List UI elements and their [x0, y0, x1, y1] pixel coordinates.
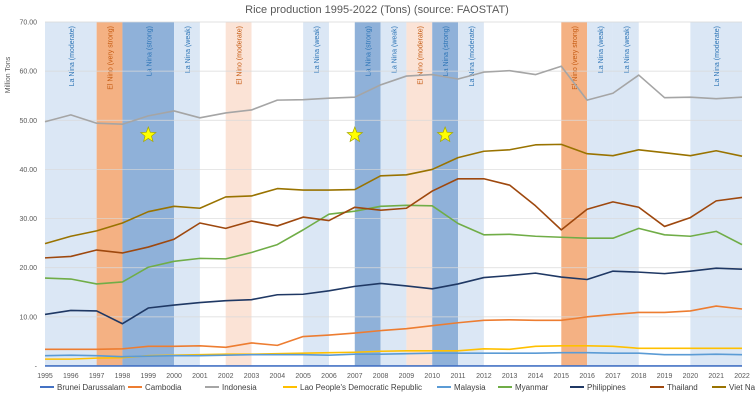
legend-entry: Lao People's Democratic Republic — [300, 383, 422, 392]
x-tick-label: 2001 — [192, 373, 208, 380]
x-tick-label: 2002 — [218, 373, 234, 380]
climate-band-label: La Nina (strong) — [366, 26, 373, 76]
series-line-1 — [45, 305, 743, 351]
x-tick-label: 2006 — [321, 373, 337, 380]
legend-entry: Philippines — [587, 383, 626, 392]
climate-band-label: La Nina (weak) — [598, 26, 605, 73]
x-tick-label: 2017 — [605, 373, 621, 380]
climate-band-13 — [612, 22, 639, 366]
series-line-2 — [44, 65, 743, 126]
y-axis-label: Million Tons — [5, 56, 12, 93]
climate-band-label: El Nino (moderate) — [237, 26, 244, 85]
legend-entry: Indonesia — [222, 383, 257, 392]
x-tick-label: 2010 — [424, 373, 440, 380]
x-tick-label: 2013 — [502, 373, 518, 380]
x-tick-label: 2011 — [451, 373, 466, 380]
climate-band-0 — [45, 22, 97, 366]
x-tick-label: 1995 — [37, 373, 53, 380]
climate-band-4 — [225, 22, 252, 366]
y-tick-label: 40.00 — [19, 167, 37, 174]
y-tick-label: 70.00 — [19, 20, 37, 27]
climate-band-3 — [174, 22, 200, 366]
legend-entry: Thailand — [667, 383, 698, 392]
climate-band-10 — [458, 22, 484, 366]
climate-band-label: La Nina (weak) — [392, 26, 399, 73]
legend-entry: Malaysia — [454, 383, 486, 392]
climate-band-label: La Nina (weak) — [624, 26, 631, 73]
climate-band-label: La Nina (weak) — [185, 26, 192, 73]
x-tick-label: 1998 — [115, 373, 131, 380]
x-tick-label: 2012 — [476, 373, 492, 380]
x-tick-label: 1997 — [89, 373, 105, 380]
climate-band-7 — [380, 22, 407, 366]
legend: Brunei Darussalam Cambodia Indonesia Lao Pe… — [40, 383, 755, 392]
x-tick-label: 2022 — [734, 373, 750, 380]
climate-band-11 — [561, 22, 588, 366]
x-tick-label: 2016 — [579, 373, 595, 380]
series-line-5 — [44, 204, 743, 285]
x-tick-label: 1999 — [140, 373, 156, 380]
x-tick-label: 2000 — [166, 373, 182, 380]
x-tick-label: 2004 — [270, 373, 286, 380]
x-tick-label: 2003 — [244, 373, 260, 380]
series-line-7 — [44, 177, 743, 259]
climate-band-label: La Nina (strong) — [146, 26, 153, 76]
climate-band-label: El Nino (moderate) — [417, 26, 424, 85]
series-line-8 — [44, 143, 743, 245]
climate-band-label: La Nina (strong) — [443, 26, 450, 76]
legend-entry: Cambodia — [145, 383, 182, 392]
climate-band-5 — [303, 22, 329, 366]
climate-band-label: La Nina (weak) — [314, 26, 321, 73]
chart-title: Rice production 1995-2022 (Tons) (source… — [245, 4, 509, 16]
x-tick-label: 2008 — [373, 373, 389, 380]
series-line-4 — [44, 351, 743, 358]
y-tick-label: - — [35, 364, 38, 371]
x-tick-label: 2018 — [631, 373, 647, 380]
legend-entry: Myanmar — [515, 383, 549, 392]
y-tick-label: 50.00 — [19, 118, 37, 125]
climate-band-12 — [587, 22, 613, 366]
climate-band-label: La Nina (moderate) — [714, 26, 721, 86]
x-tick-label: 1996 — [63, 373, 79, 380]
x-tick-label: 2019 — [657, 373, 673, 380]
y-tick-label: 60.00 — [19, 69, 37, 76]
x-tick-label: 2021 — [708, 373, 724, 380]
x-tick-label: 2014 — [528, 373, 544, 380]
climate-band-label: El Nino (very strong) — [572, 26, 579, 90]
y-tick-label: 20.00 — [19, 265, 37, 272]
climate-band-9 — [432, 22, 459, 366]
star-marker-1 — [346, 126, 364, 143]
y-axis-ticks: - 10.00 20.00 30.00 40.00 50.00 60.00 70.00 — [19, 20, 37, 371]
legend-entry: Brunei Darussalam — [57, 383, 125, 392]
star-marker-0 — [139, 126, 157, 143]
climate-band-1 — [96, 22, 123, 366]
star-marker-2 — [436, 126, 454, 143]
x-tick-label: 2020 — [683, 373, 699, 380]
x-tick-label: 2005 — [295, 373, 311, 380]
climate-bands: La Nina (moderate) El Nino (very strong) L… — [45, 22, 742, 366]
climate-band-label: El Nino (very strong) — [108, 26, 115, 90]
climate-band-label: La Nina (moderate) — [469, 26, 476, 86]
series-lines — [44, 65, 743, 367]
climate-band-6 — [354, 22, 381, 366]
climate-band-label: La Nina (moderate) — [69, 26, 76, 86]
star-markers — [139, 126, 454, 143]
x-tick-label: 2009 — [399, 373, 415, 380]
series-line-6 — [44, 267, 743, 325]
legend-entry: Viet Nam — [729, 383, 755, 392]
y-tick-label: 10.00 — [19, 314, 37, 321]
x-tick-label: 2015 — [554, 373, 570, 380]
y-tick-label: 30.00 — [19, 216, 37, 223]
x-axis-ticks: 1995 1996 1997 1998 1999 2000 2001 2002 2003 2004… — [37, 373, 750, 380]
x-tick-label: 2007 — [347, 373, 363, 380]
